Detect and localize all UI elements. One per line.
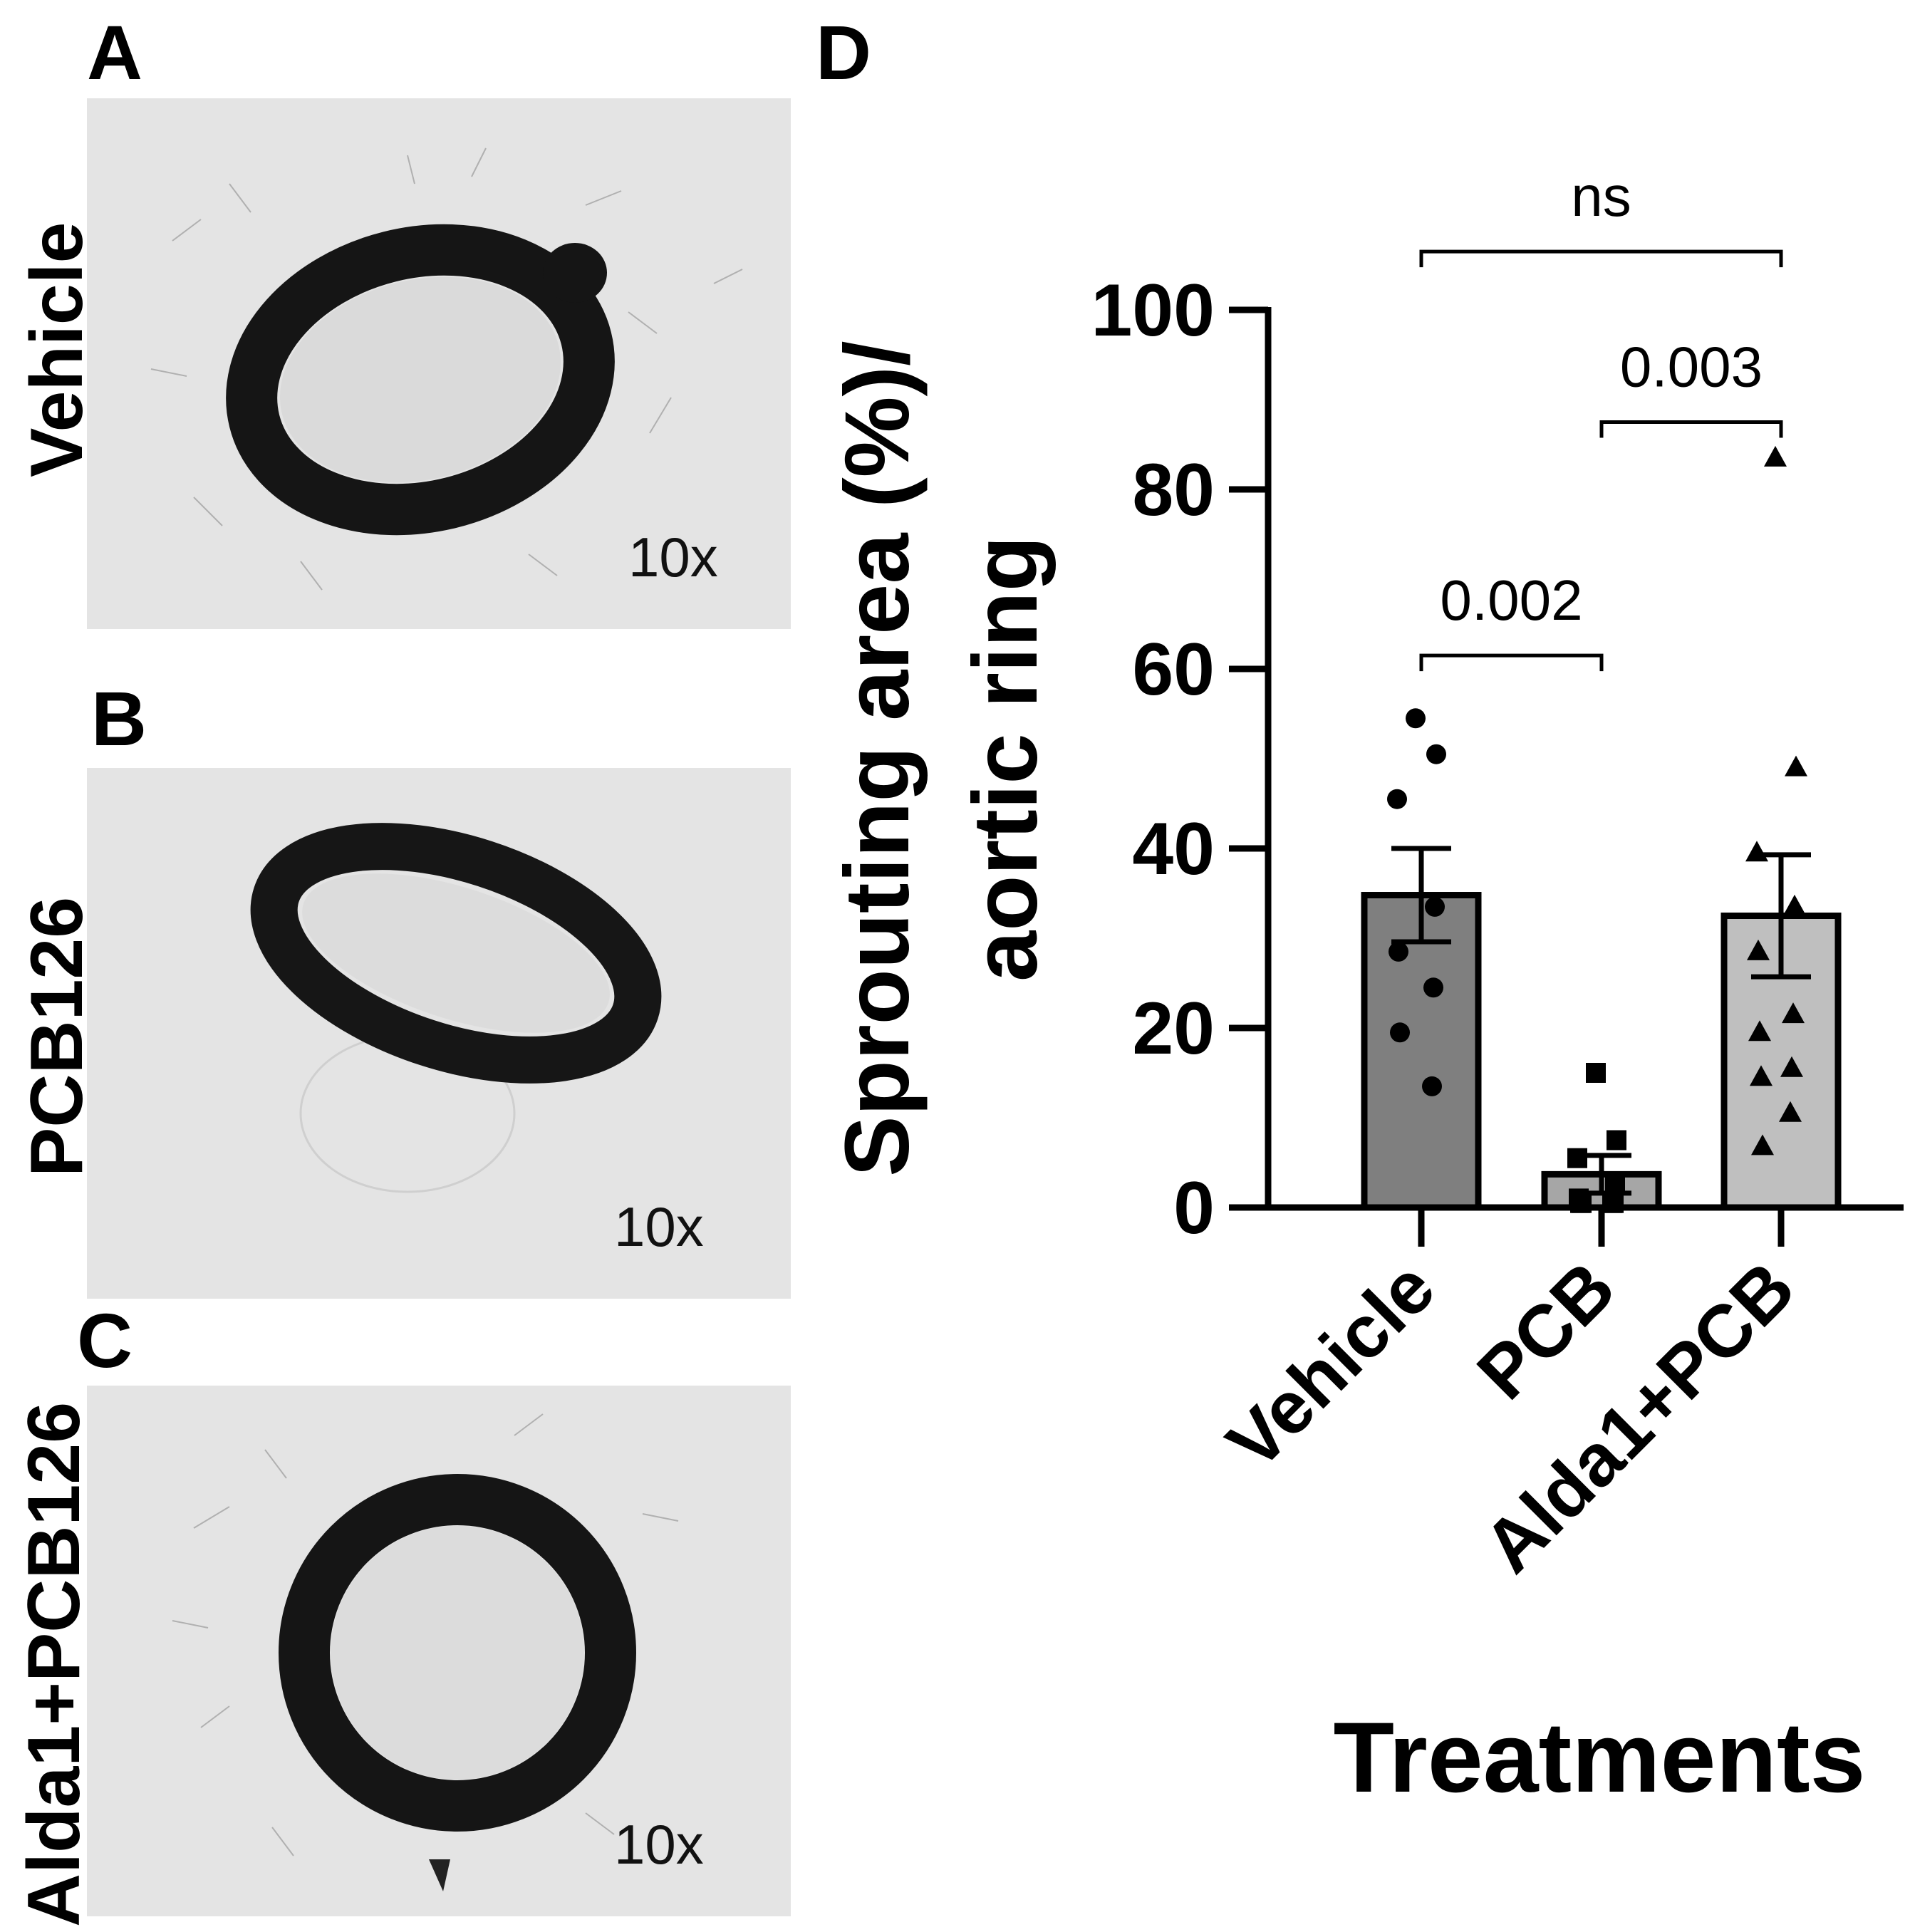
data-point-3-9 xyxy=(1750,1065,1773,1086)
data-point-2-9 xyxy=(1572,1193,1592,1213)
magnification-label-c: 10x xyxy=(614,1813,704,1876)
aortic-ring-vehicle-image xyxy=(150,147,743,591)
row-label-vehicle: Vehicle xyxy=(16,222,98,477)
significance-label-1: 0.002 xyxy=(1440,568,1582,632)
data-point-2-2 xyxy=(1607,1130,1626,1151)
data-point-1-3 xyxy=(1387,789,1407,809)
y-tick-label-5: 80 xyxy=(1132,449,1215,531)
aortic-ring-alda1-pcb126-image xyxy=(172,1413,679,1891)
x-tick-label-3: Alda1+PCB xyxy=(1468,1246,1811,1589)
data-point-1-7 xyxy=(1390,1022,1410,1043)
data-point-1-2 xyxy=(1426,744,1446,764)
panel-letter-c: C xyxy=(77,1297,133,1383)
data-point-1-5 xyxy=(1389,941,1408,962)
bar-1 xyxy=(1361,892,1482,1211)
micrograph-alda1-pcb126: 10x xyxy=(87,1386,791,1916)
data-point-2-1 xyxy=(1586,1063,1606,1083)
data-point-3-11 xyxy=(1751,1134,1774,1155)
data-point-3-10 xyxy=(1779,1101,1802,1122)
y-tick-label-1: 0 xyxy=(1173,1167,1215,1250)
data-point-1-1 xyxy=(1406,708,1426,729)
x-tick-label-2: PCB xyxy=(1462,1246,1631,1415)
y-tick-label-6: 100 xyxy=(1091,269,1215,352)
data-point-3-4 xyxy=(1783,894,1806,915)
significance-label-3: ns xyxy=(1571,165,1631,228)
data-point-1-4 xyxy=(1425,896,1445,917)
significance-bracket-2 xyxy=(1599,420,1783,438)
y-axis-label-line2: aortic ring xyxy=(955,536,1057,982)
micrograph-vehicle: 10x xyxy=(87,98,791,629)
panel-letter-a: A xyxy=(87,9,142,95)
y-tick-label-4: 60 xyxy=(1132,628,1215,711)
y-axis-label-line1: Sprouting area (%)/ xyxy=(826,341,928,1176)
micrograph-pcb126: 10x xyxy=(87,768,791,1299)
y-tick-label-2: 20 xyxy=(1132,987,1215,1070)
aortic-ring-pcb126-image xyxy=(250,823,662,1193)
data-point-1-8 xyxy=(1422,1076,1442,1096)
data-point-3-3 xyxy=(1745,841,1768,862)
data-point-2-8 xyxy=(1602,1193,1622,1213)
significance-bracket-1 xyxy=(1419,653,1604,672)
data-point-3-7 xyxy=(1748,1020,1771,1042)
data-point-2-3 xyxy=(1567,1148,1587,1168)
row-label-pcb126: PCB126 xyxy=(16,896,98,1177)
row-label-alda1-pcb126: Alda1+PCB126 xyxy=(13,1401,95,1927)
data-point-3-1 xyxy=(1764,445,1787,467)
significance-label-2: 0.003 xyxy=(1620,336,1763,399)
data-point-3-6 xyxy=(1782,1002,1805,1024)
data-point-1-6 xyxy=(1423,977,1443,998)
x-axis-title: Treatments xyxy=(1334,1701,1866,1813)
panel-letter-d: D xyxy=(816,9,871,95)
magnification-label-b: 10x xyxy=(614,1195,704,1258)
data-point-3-8 xyxy=(1780,1056,1803,1077)
data-point-3-5 xyxy=(1747,939,1770,960)
significance-bracket-3 xyxy=(1419,249,1783,268)
magnification-label-a: 10x xyxy=(628,526,718,588)
data-point-3-2 xyxy=(1785,755,1807,777)
x-tick-label-1: Vehicle xyxy=(1212,1246,1451,1485)
y-tick-label-3: 40 xyxy=(1132,808,1215,890)
panel-letter-b: B xyxy=(91,675,147,762)
